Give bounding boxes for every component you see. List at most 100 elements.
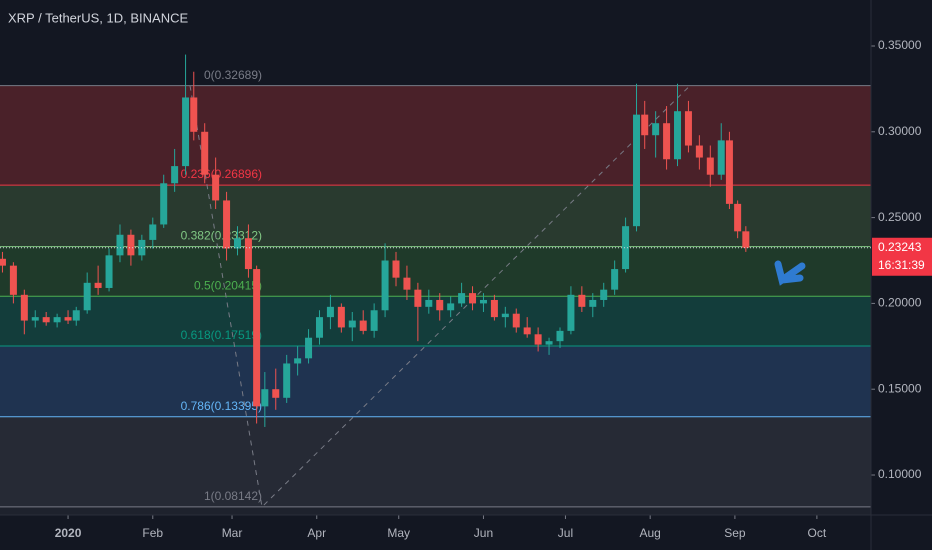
candle-body	[589, 299, 597, 307]
candle-body	[253, 269, 261, 407]
candle-body	[53, 317, 61, 323]
candle-body	[182, 97, 190, 167]
x-tick-label: May	[387, 526, 410, 540]
candle-body	[171, 166, 179, 184]
last-price-label: 0.23243	[878, 240, 922, 254]
candle-body	[223, 200, 231, 249]
candle-body	[31, 317, 39, 321]
x-tick-label: Oct	[808, 526, 827, 540]
candle-body	[201, 131, 209, 175]
candle-body	[326, 306, 334, 318]
candle-body	[674, 111, 682, 160]
candle-body	[9, 265, 17, 295]
fib-zone	[0, 506, 871, 515]
candle-body	[160, 183, 168, 225]
candle-body	[534, 334, 542, 345]
fib-level-label: 0(0.32689)	[204, 68, 262, 82]
y-tick-label: 0.25000	[878, 210, 922, 224]
y-tick-label: 0.30000	[878, 124, 922, 138]
candle-body	[261, 389, 269, 407]
candle-body	[0, 258, 6, 266]
fib-trend-line	[189, 85, 691, 508]
candle-body	[490, 299, 498, 318]
candle-body	[447, 303, 455, 311]
candle-body	[272, 389, 280, 398]
candle-body	[294, 358, 302, 364]
candle-body	[127, 234, 135, 256]
x-tick-label: 2020	[55, 526, 82, 540]
candle-body	[734, 203, 742, 232]
chart-title: XRP / TetherUS, 1D, BINANCE	[8, 10, 188, 25]
fib-level-label: 0.236(0.26896)	[181, 167, 262, 181]
y-tick-label: 0.10000	[878, 467, 922, 481]
fib-zone	[0, 296, 871, 346]
fib-zone	[0, 185, 871, 247]
candle-body	[105, 255, 113, 288]
candle-body	[725, 140, 733, 204]
fib-level-label: 0.5(0.20415)	[194, 278, 262, 292]
candle-body	[64, 317, 72, 321]
candle-body	[83, 282, 91, 311]
candle-body	[348, 320, 356, 328]
countdown-label: 16:31:39	[878, 258, 925, 272]
x-tick-label: Jul	[558, 526, 573, 540]
y-tick-label: 0.20000	[878, 296, 922, 310]
fib-level-label: 0.618(0.17519)	[181, 328, 262, 342]
candle-body	[305, 337, 313, 359]
candle-body	[425, 299, 433, 307]
candle-body	[578, 294, 586, 307]
candle-body	[567, 294, 575, 331]
candle-body	[523, 327, 531, 335]
y-tick-label: 0.35000	[878, 38, 922, 52]
last-price-box	[872, 237, 932, 276]
candle-body	[149, 224, 157, 240]
candle-body	[663, 123, 671, 160]
candle-body	[283, 363, 291, 398]
fib-level-label: 0.786(0.13395)	[181, 399, 262, 413]
fib-level-label: 1(0.08142)	[204, 489, 262, 503]
candle-body	[116, 234, 124, 256]
candle-body	[414, 289, 422, 307]
candle-body	[556, 330, 564, 342]
x-tick-label: Sep	[724, 526, 746, 540]
candle-body	[212, 174, 220, 201]
y-tick-label: 0.15000	[878, 381, 922, 395]
candle-body	[611, 269, 619, 290]
candle-body	[469, 293, 477, 304]
candle-body	[72, 310, 80, 321]
candle-body	[742, 231, 750, 248]
candle-body	[479, 299, 487, 304]
candle-body	[42, 317, 50, 323]
candle-body	[706, 157, 714, 175]
candle-body	[501, 313, 509, 318]
candle-body	[403, 277, 411, 290]
x-tick-label: Jun	[474, 526, 493, 540]
candle-body	[622, 226, 630, 270]
arrow-annotation	[774, 260, 806, 286]
candle-body	[315, 317, 323, 338]
fib-zone	[0, 85, 871, 186]
candle-body	[652, 123, 660, 136]
candle-body	[633, 114, 641, 227]
candle-body	[233, 238, 241, 249]
fib-zone	[0, 416, 871, 507]
x-tick-label: Aug	[639, 526, 660, 540]
candle-body	[545, 341, 553, 345]
candle-body	[641, 114, 649, 136]
candle-body	[512, 313, 520, 328]
candle-body	[244, 238, 252, 270]
candle-body	[458, 293, 466, 304]
x-tick-label: Apr	[307, 526, 326, 540]
candle-body	[695, 145, 703, 158]
candle-body	[717, 140, 725, 175]
fib-level-label: 0.382(0.23312)	[181, 229, 262, 243]
candle-body	[20, 294, 28, 321]
candle-body	[337, 306, 345, 328]
x-tick-label: Feb	[142, 526, 163, 540]
candle-body	[381, 260, 389, 311]
candle-body	[190, 97, 198, 132]
candle-body	[436, 299, 444, 311]
candle-body	[94, 282, 102, 288]
candle-body	[600, 289, 608, 300]
